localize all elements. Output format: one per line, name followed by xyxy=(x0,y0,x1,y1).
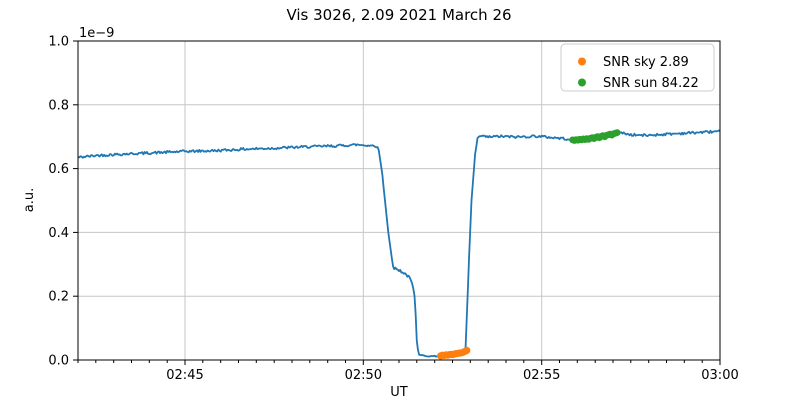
legend-marker-icon xyxy=(578,78,586,87)
x-tick-label: 02:50 xyxy=(345,368,382,383)
legend: SNR sky 2.89 SNR sun 84.22 xyxy=(560,43,715,92)
y-tick-label: 0.6 xyxy=(48,162,69,177)
signal-line xyxy=(77,129,721,358)
legend-entry-label: SNR sun 84.22 xyxy=(603,76,699,91)
sun-scatter-point xyxy=(613,129,621,137)
y-tick-label: 1.0 xyxy=(48,35,69,50)
x-tick-label: 03:00 xyxy=(701,368,738,383)
x-axis-label: UT xyxy=(390,385,408,400)
y-tick-label: 0.2 xyxy=(48,290,69,305)
y-axis-offset-label: 1e−9 xyxy=(79,26,114,41)
legend-marker-icon xyxy=(578,57,586,66)
y-tick-label: 0.8 xyxy=(48,98,69,113)
legend-entry-label: SNR sky 2.89 xyxy=(603,55,689,70)
y-axis-label: a.u. xyxy=(22,188,37,212)
x-tick-label: 02:55 xyxy=(523,368,560,383)
tick-marks-and-labels: 02:45 02:50 02:55 03:00 0.0 0.2 0.4 0.6 0.8 1.0 xyxy=(48,35,738,384)
sky-scatter-point xyxy=(463,346,471,354)
legend-box xyxy=(560,43,715,92)
y-tick-label: 0.4 xyxy=(48,226,69,241)
x-tick-label: 02:45 xyxy=(166,368,203,383)
chart-title: Vis 3026, 2.09 2021 March 26 xyxy=(286,6,511,24)
y-tick-label: 0.0 xyxy=(48,354,69,369)
data-series xyxy=(77,129,721,360)
